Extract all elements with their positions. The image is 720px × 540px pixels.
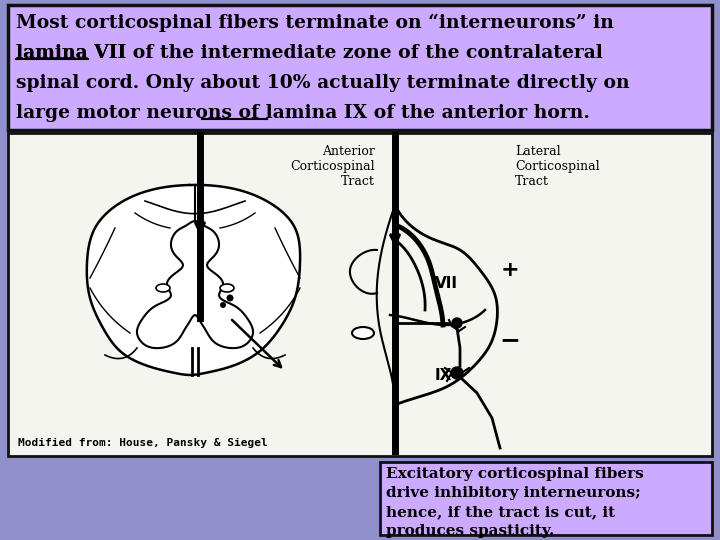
Text: lamina VII of the intermediate zone of the contralateral: lamina VII of the intermediate zone of t… (16, 44, 603, 62)
Text: Anterior
Corticospinal
Tract: Anterior Corticospinal Tract (290, 145, 375, 188)
Circle shape (452, 318, 462, 328)
Circle shape (227, 294, 233, 301)
Text: Excitatory corticospinal fibers
drive inhibitory interneurons;
hence, if the tra: Excitatory corticospinal fibers drive in… (386, 467, 644, 538)
Text: VII: VII (435, 275, 458, 291)
FancyBboxPatch shape (8, 5, 712, 130)
Ellipse shape (220, 284, 234, 292)
Circle shape (220, 302, 226, 308)
Text: Most corticospinal fibers terminate on “interneurons” in: Most corticospinal fibers terminate on “… (16, 14, 614, 32)
Text: Lateral
Corticospinal
Tract: Lateral Corticospinal Tract (515, 145, 600, 188)
FancyBboxPatch shape (8, 133, 712, 456)
Ellipse shape (352, 327, 374, 339)
Circle shape (451, 367, 463, 379)
Text: Modified from: House, Pansky & Siegel: Modified from: House, Pansky & Siegel (18, 438, 268, 448)
Ellipse shape (156, 284, 170, 292)
Text: +: + (500, 260, 519, 280)
Text: spinal cord. Only about 10% actually terminate directly on: spinal cord. Only about 10% actually ter… (16, 74, 629, 92)
FancyBboxPatch shape (380, 462, 712, 535)
Text: large motor neurons of lamina IX of the anterior horn.: large motor neurons of lamina IX of the … (16, 104, 590, 122)
Text: lamina VII: lamina VII (16, 44, 126, 62)
Polygon shape (87, 185, 300, 375)
Text: IX: IX (435, 368, 452, 382)
Text: −: − (500, 328, 521, 352)
Polygon shape (137, 221, 253, 348)
